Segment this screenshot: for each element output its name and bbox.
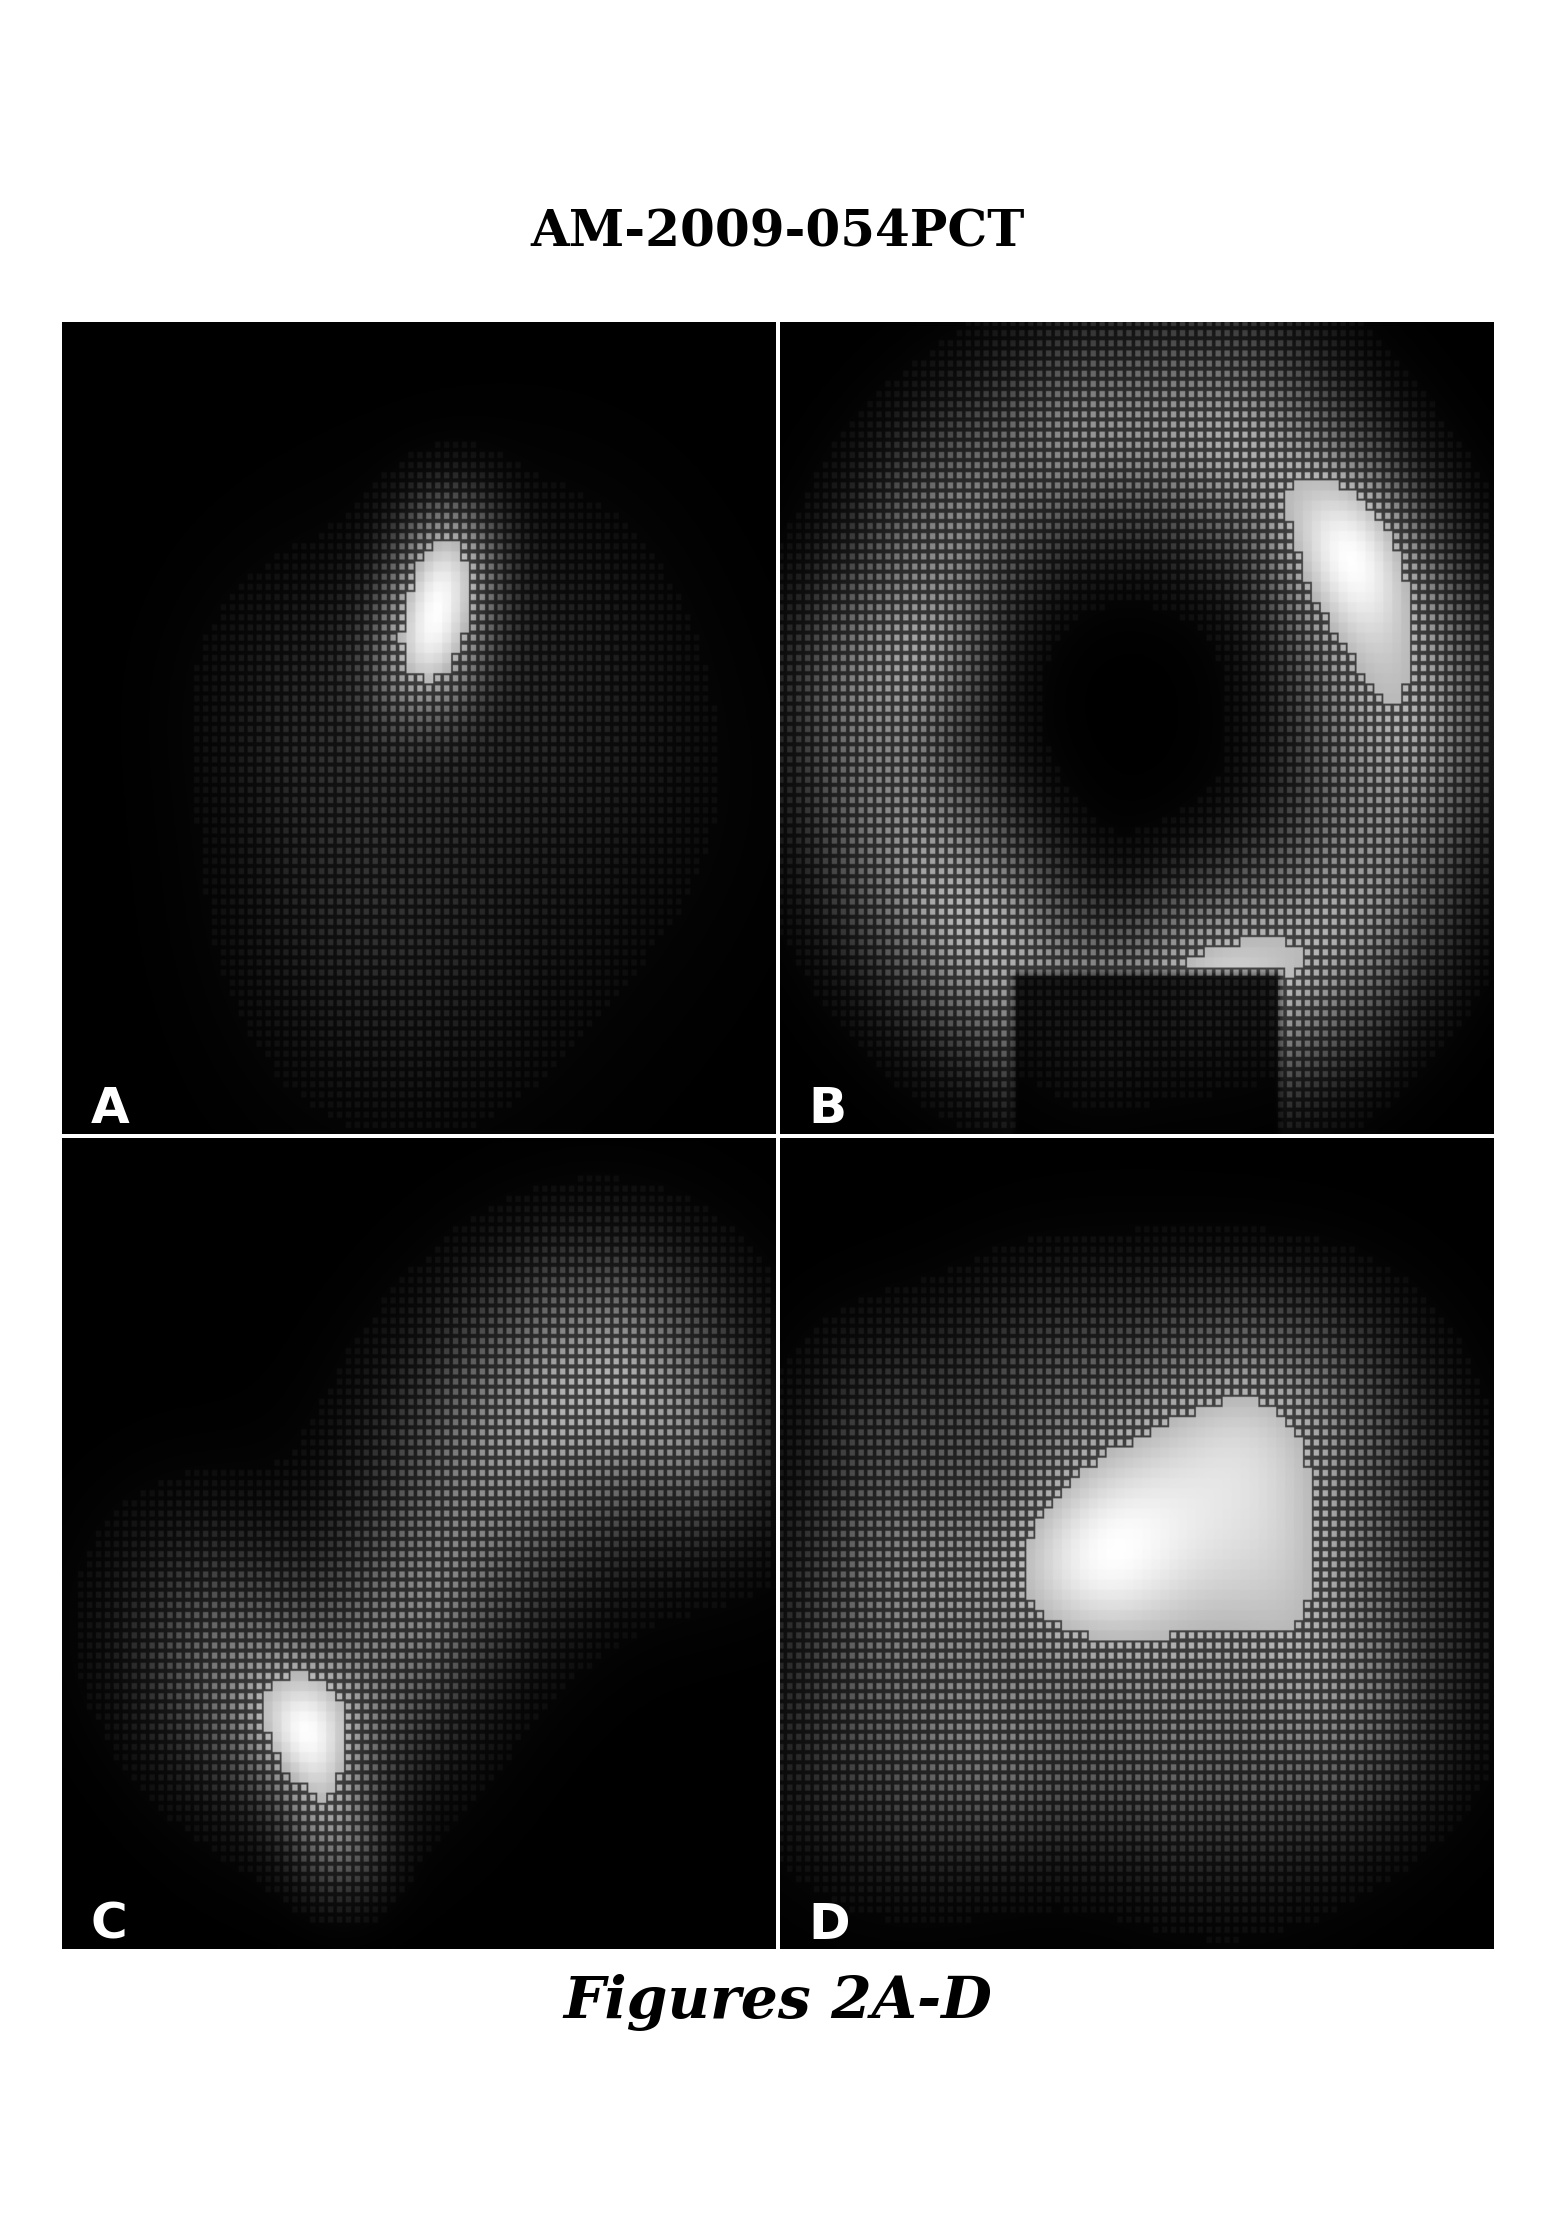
Text: C: C: [90, 1900, 128, 1949]
Text: AM-2009-054PCT: AM-2009-054PCT: [531, 207, 1025, 256]
Text: A: A: [90, 1086, 129, 1133]
Text: D: D: [809, 1900, 850, 1949]
Text: B: B: [809, 1086, 846, 1133]
Text: Figures 2A-D: Figures 2A-D: [563, 1974, 993, 2032]
